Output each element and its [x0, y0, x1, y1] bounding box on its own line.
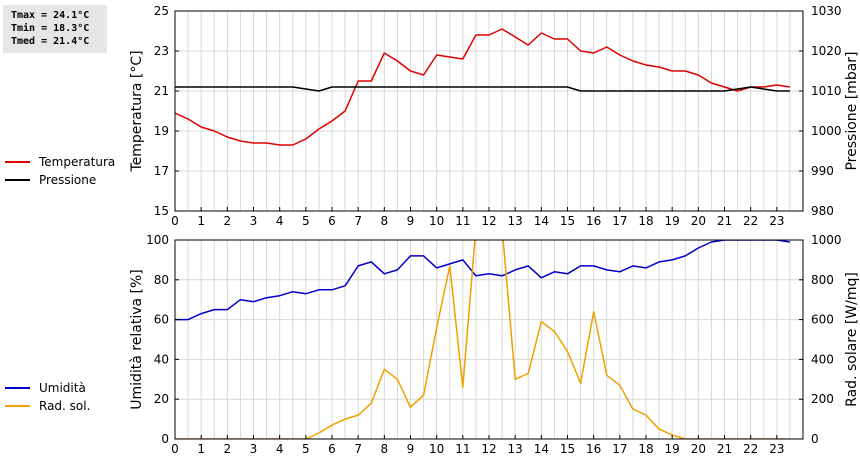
legend-swatch-pressione	[5, 179, 30, 181]
y-tick-label-top: 19	[154, 124, 169, 138]
tmed-text: Tmed = 21.4°C	[11, 36, 90, 47]
series-line-umidit	[175, 240, 791, 321]
x-tick-label-bottom: 5	[302, 442, 310, 456]
y2-tick-label-top: 1020	[811, 44, 842, 58]
y2-tick-label-top: 1000	[811, 124, 842, 138]
y2-tick-label-bottom: 1000	[811, 233, 842, 247]
x-tick-label-bottom: 18	[638, 442, 653, 456]
x-tick-label-bottom: 12	[481, 442, 496, 456]
y2-axis-title-bottom: Rad. solare [W/mq]	[844, 272, 860, 407]
y2-tick-label-bottom: 0	[811, 432, 819, 446]
x-tick-label-top: 15	[560, 214, 575, 228]
legend-label-umidita: Umidità	[39, 381, 86, 395]
y2-tick-label-top: 1030	[811, 4, 842, 18]
x-tick-label-top: 21	[717, 214, 732, 228]
x-tick-label-top: 18	[638, 214, 653, 228]
x-tick-label-top: 3	[250, 214, 258, 228]
x-tick-label-bottom: 3	[250, 442, 258, 456]
y2-tick-label-bottom: 400	[811, 352, 834, 366]
y-axis-title-top: Temperatura [°C]	[129, 50, 145, 172]
tmax-text: Tmax = 24.1°C	[11, 10, 90, 21]
legend-item-pressione: Pressione	[5, 171, 115, 189]
series-line-rad-sol	[175, 240, 790, 439]
x-tick-label-bottom: 17	[612, 442, 627, 456]
x-tick-label-bottom: 1	[197, 442, 205, 456]
x-tick-label-top: 20	[691, 214, 706, 228]
y-tick-label-bottom: 40	[154, 352, 169, 366]
y-axis-title-bottom: Umidità relativa [%]	[129, 269, 145, 410]
stats-box: Tmax = 24.1°C Tmin = 18.3°C Tmed = 21.4°…	[3, 5, 107, 53]
x-tick-label-bottom: 13	[508, 442, 523, 456]
x-tick-label-bottom: 10	[429, 442, 444, 456]
x-tick-label-bottom: 22	[743, 442, 758, 456]
y-tick-label-bottom: 100	[146, 233, 169, 247]
x-tick-label-bottom: 0	[171, 442, 179, 456]
legend-item-umidita: Umidità	[5, 379, 90, 397]
x-tick-label-bottom: 8	[381, 442, 389, 456]
x-tick-label-bottom: 2	[224, 442, 232, 456]
legend-swatch-umidita	[5, 387, 30, 389]
x-tick-label-top: 14	[534, 214, 549, 228]
x-tick-label-top: 23	[769, 214, 784, 228]
y-tick-label-top: 25	[154, 4, 169, 18]
x-tick-label-top: 7	[354, 214, 362, 228]
y2-tick-label-top: 980	[811, 204, 834, 218]
x-tick-label-bottom: 19	[665, 442, 680, 456]
x-tick-label-bottom: 4	[276, 442, 284, 456]
y-tick-label-bottom: 80	[154, 273, 169, 287]
x-tick-label-top: 19	[665, 214, 680, 228]
legend-label-temperatura: Temperatura	[39, 155, 116, 169]
x-tick-label-top: 9	[407, 214, 415, 228]
y2-tick-label-top: 990	[811, 164, 834, 178]
x-tick-label-bottom: 20	[691, 442, 706, 456]
y2-tick-label-bottom: 800	[811, 273, 834, 287]
x-tick-label-top: 8	[381, 214, 389, 228]
y-tick-label-top: 17	[154, 164, 169, 178]
y-tick-label-top: 23	[154, 44, 169, 58]
x-tick-label-top: 22	[743, 214, 758, 228]
x-tick-label-bottom: 7	[354, 442, 362, 456]
x-tick-label-top: 10	[429, 214, 444, 228]
x-tick-label-bottom: 21	[717, 442, 732, 456]
legend-label-radsol: Rad. sol.	[39, 399, 91, 413]
x-tick-label-top: 13	[508, 214, 523, 228]
y-tick-label-top: 15	[154, 204, 169, 218]
x-tick-label-bottom: 9	[407, 442, 415, 456]
x-tick-label-bottom: 14	[534, 442, 549, 456]
x-tick-label-top: 12	[481, 214, 496, 228]
legend-top: Temperatura Pressione	[5, 153, 115, 189]
tmin-text: Tmin = 18.3°C	[11, 23, 90, 34]
x-tick-label-top: 4	[276, 214, 284, 228]
x-tick-label-top: 2	[224, 214, 232, 228]
x-tick-label-top: 17	[612, 214, 627, 228]
x-tick-label-top: 5	[302, 214, 310, 228]
y2-tick-label-bottom: 600	[811, 313, 834, 327]
legend-bottom: Umidità Rad. sol.	[5, 379, 90, 415]
legend-item-temperatura: Temperatura	[5, 153, 115, 171]
x-tick-label-top: 11	[455, 214, 470, 228]
x-tick-label-bottom: 6	[328, 442, 336, 456]
x-tick-label-bottom: 11	[455, 442, 470, 456]
y2-axis-title-top: Pressione [mbar]	[844, 51, 860, 170]
legend-label-pressione: Pressione	[39, 173, 97, 187]
x-tick-label-top: 6	[328, 214, 336, 228]
y2-tick-label-top: 1010	[811, 84, 842, 98]
x-tick-label-top: 1	[197, 214, 205, 228]
series-line-temperatura	[175, 28, 791, 146]
y-tick-label-top: 21	[154, 84, 169, 98]
x-tick-label-bottom: 15	[560, 442, 575, 456]
y-tick-label-bottom: 60	[154, 313, 169, 327]
y-tick-label-bottom: 20	[154, 392, 169, 406]
x-tick-label-bottom: 16	[586, 442, 601, 456]
legend-swatch-radsol	[5, 405, 30, 407]
y-tick-label-bottom: 0	[161, 432, 169, 446]
legend-item-radsol: Rad. sol.	[5, 397, 90, 415]
y2-tick-label-bottom: 200	[811, 392, 834, 406]
legend-swatch-temperatura	[5, 161, 30, 163]
x-tick-label-top: 16	[586, 214, 601, 228]
x-tick-label-bottom: 23	[769, 442, 784, 456]
x-tick-label-top: 0	[171, 214, 179, 228]
series-line-pressione	[175, 86, 790, 92]
